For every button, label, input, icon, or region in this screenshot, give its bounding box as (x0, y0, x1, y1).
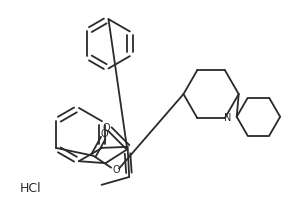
Text: O: O (100, 129, 108, 138)
Text: HCl: HCl (20, 181, 41, 194)
Text: O: O (102, 123, 110, 133)
Text: O: O (112, 164, 120, 174)
Text: N: N (225, 112, 232, 122)
